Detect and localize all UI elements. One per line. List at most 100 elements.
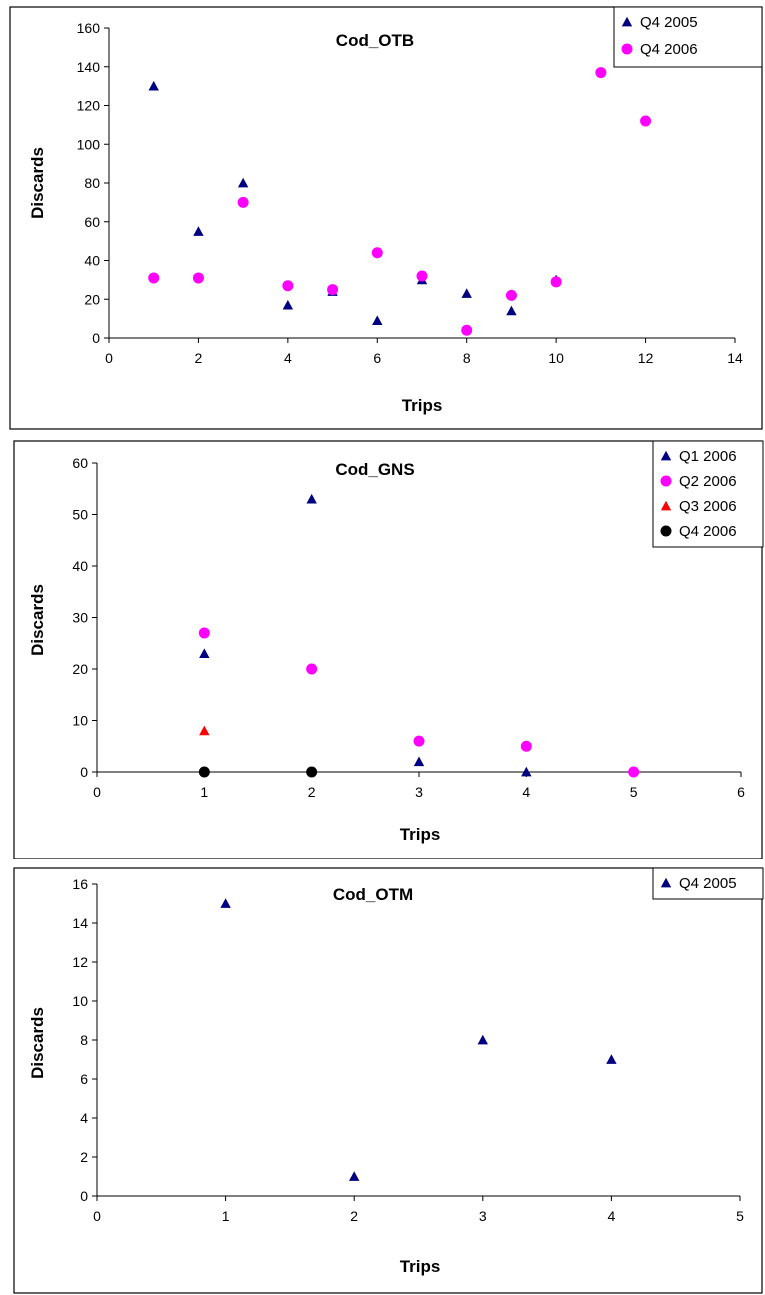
- chart-cod-gns: 0 10 20 30 40 50 60 0 1 2 3 4 5 6 Cod_GNS Trips Discards…: [13, 440, 764, 859]
- y-tick-label: 20: [84, 291, 100, 307]
- legend-marker: [660, 475, 672, 487]
- data-point: [461, 288, 472, 298]
- y-tick-label: 10: [72, 993, 88, 1009]
- data-point: [413, 735, 425, 747]
- chart-frame: [13, 440, 763, 859]
- data-point: [628, 766, 640, 778]
- data-point: [199, 725, 210, 736]
- y-tick-label: 8: [80, 1032, 88, 1048]
- chart-title: Cod_OTB: [336, 31, 414, 50]
- x-tick-label: 0: [105, 350, 113, 366]
- x-tick-label: 0: [93, 1208, 101, 1224]
- x-tick-label: 1: [222, 1208, 230, 1224]
- legend: Q4 2005: [652, 867, 764, 900]
- y-tick-label: 60: [72, 455, 88, 471]
- data-point: [550, 276, 562, 288]
- x-axis-label: Trips: [400, 825, 441, 844]
- y-tick-label: 2: [80, 1149, 88, 1165]
- series-0: [220, 898, 617, 1181]
- chart-title: Cod_OTM: [333, 885, 413, 904]
- x-tick-label: 5: [736, 1208, 744, 1224]
- data-point: [192, 272, 204, 284]
- data-point: [199, 648, 210, 658]
- legend-box: [652, 867, 764, 900]
- legend-marker: [660, 525, 672, 537]
- x-tick-label: 2: [350, 1208, 358, 1224]
- x-tick-label: 6: [737, 784, 745, 800]
- data-point: [282, 280, 294, 292]
- data-point: [148, 272, 160, 284]
- x-tick-label: 1: [200, 784, 208, 800]
- data-point: [148, 80, 159, 91]
- data-point: [413, 756, 425, 767]
- data-point: [220, 898, 231, 908]
- x-tick-label: 0: [93, 784, 101, 800]
- x-tick-label: 12: [638, 350, 654, 366]
- legend-label: Q4 2006: [640, 41, 698, 58]
- data-point: [520, 740, 532, 752]
- legend-label: Q4 2006: [679, 523, 737, 540]
- y-tick-label: 140: [77, 59, 101, 75]
- x-tick-label: 10: [548, 350, 564, 366]
- data-point: [306, 766, 318, 778]
- legend-label: Q4 2005: [640, 14, 698, 31]
- data-point: [416, 270, 428, 282]
- x-tick-label: 8: [463, 350, 471, 366]
- legend: Q4 2005 Q4 2006: [613, 6, 763, 68]
- y-tick-label: 120: [77, 98, 101, 114]
- data-point: [282, 299, 294, 310]
- y-tick-label: 80: [84, 175, 100, 191]
- x-tick-label: 5: [630, 784, 638, 800]
- data-point: [506, 305, 517, 316]
- x-tick-label: 14: [727, 350, 743, 366]
- y-tick-label: 160: [77, 20, 101, 36]
- y-axis-label: Discards: [28, 147, 47, 219]
- data-point: [372, 315, 383, 325]
- legend-label: Q4 2005: [679, 875, 737, 892]
- series-0: [199, 493, 532, 777]
- legend-box: [613, 6, 763, 68]
- y-tick-label: 50: [72, 507, 88, 523]
- x-tick-label: 4: [522, 784, 530, 800]
- series-3: [198, 766, 318, 778]
- y-tick-label: 0: [92, 330, 100, 346]
- data-point: [327, 284, 339, 296]
- chart-title: Cod_GNS: [335, 460, 414, 479]
- data-point: [461, 324, 473, 336]
- data-point: [306, 663, 318, 675]
- x-axis-label: Trips: [402, 396, 443, 415]
- x-axis-label: Trips: [400, 1257, 441, 1276]
- legend-label: Q2 2006: [679, 473, 737, 490]
- y-tick-label: 0: [80, 764, 88, 780]
- data-point: [371, 247, 383, 259]
- data-point: [237, 177, 249, 188]
- data-point: [477, 1034, 488, 1045]
- y-tick-label: 0: [80, 1188, 88, 1204]
- data-point: [521, 766, 532, 777]
- data-point: [606, 1054, 617, 1064]
- x-tick-label: 2: [308, 784, 316, 800]
- y-tick-label: 40: [72, 558, 88, 574]
- legend-marker: [621, 43, 633, 55]
- legend-marker: [660, 450, 672, 461]
- y-axis-label: Discards: [28, 584, 47, 656]
- data-point: [595, 67, 607, 79]
- y-tick-label: 16: [72, 876, 88, 892]
- y-tick-label: 10: [72, 713, 88, 729]
- series-2: [199, 725, 210, 736]
- y-tick-label: 30: [72, 610, 88, 626]
- series-1: [198, 627, 640, 778]
- y-tick-label: 4: [80, 1110, 88, 1126]
- data-point: [198, 766, 210, 778]
- chart-frame: [9, 6, 763, 430]
- y-tick-label: 6: [80, 1071, 88, 1087]
- data-point: [198, 627, 210, 639]
- x-tick-label: 3: [479, 1208, 487, 1224]
- data-point: [349, 1171, 360, 1181]
- data-point: [505, 289, 517, 301]
- legend-marker: [660, 500, 672, 511]
- data-point: [306, 493, 317, 504]
- data-point: [193, 226, 204, 236]
- y-tick-label: 12: [72, 954, 88, 970]
